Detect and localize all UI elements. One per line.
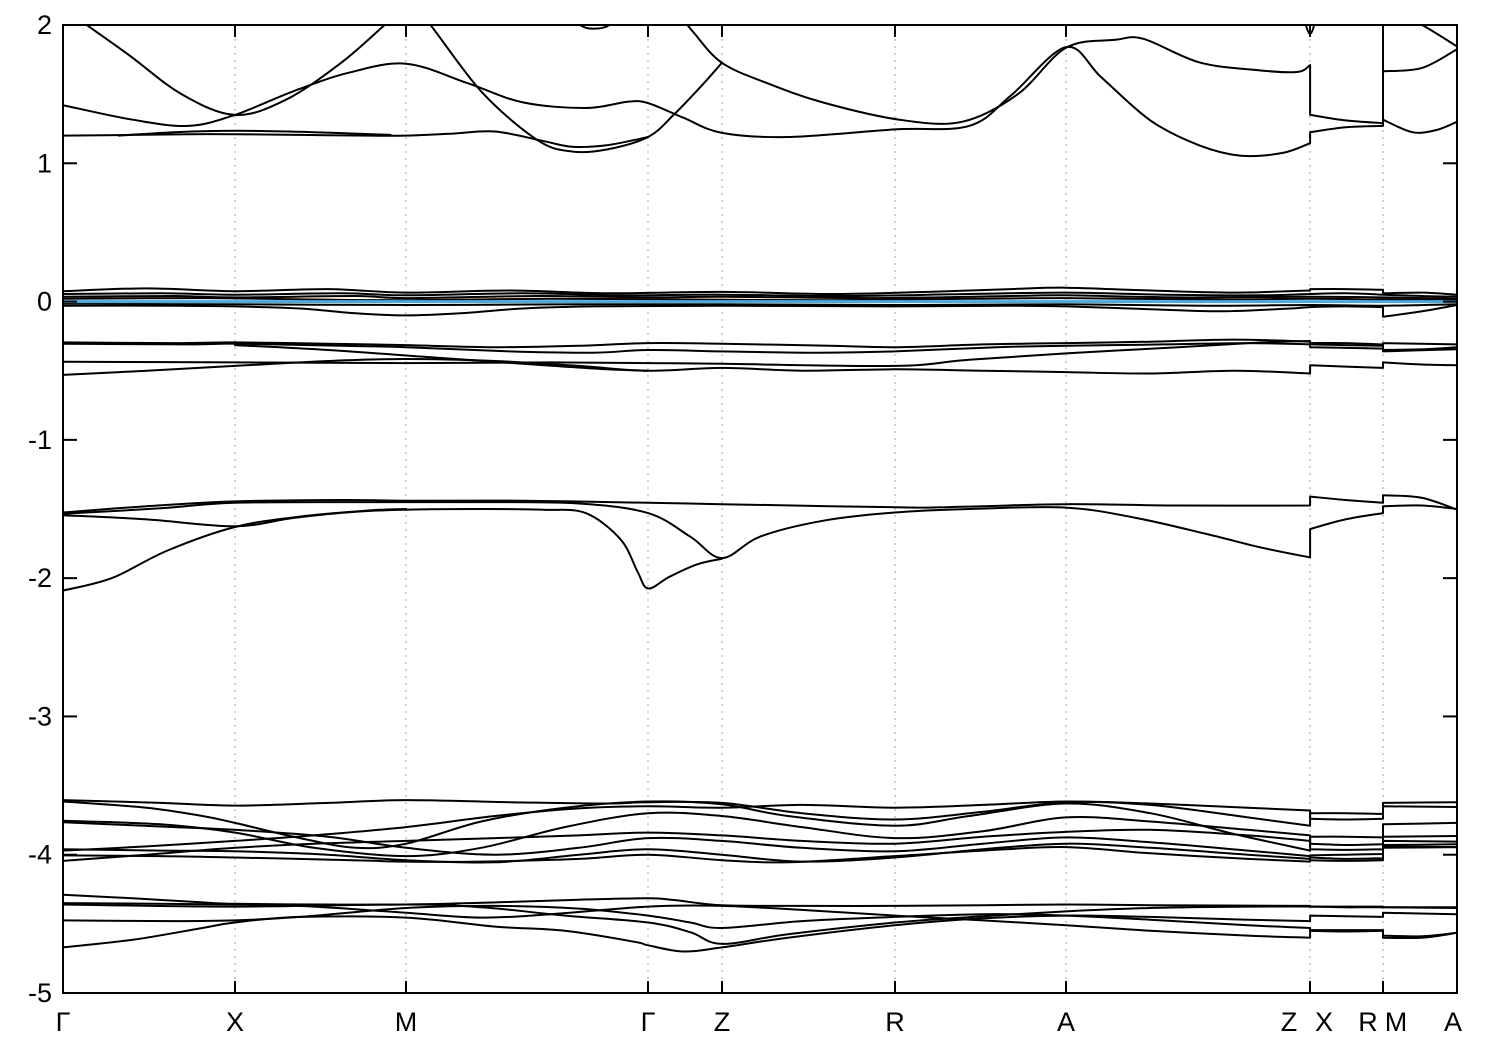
x-axis-label: X [226,1007,244,1037]
band-line-mid-3 [63,340,1457,368]
band-line-mid-5 [234,344,650,372]
band-line-cond-2 [686,25,1457,125]
y-axis-label: 1 [37,148,52,178]
y-axis-label: -1 [28,425,52,455]
band-line-mid-1 [63,338,1457,351]
x-axis-label: A [1444,1007,1462,1037]
band-line-deep1-7 [63,846,1457,864]
y-axis-label: -4 [28,840,52,870]
band-line-cond-4 [63,130,650,149]
x-axis-label: R [885,1007,905,1037]
band-line-cond-1 [84,25,723,154]
band-line-deep1-3 [63,811,1457,858]
gridlines [234,25,1384,993]
band-line-deep2-4 [63,904,1457,940]
x-axis-label: Z [1281,1007,1298,1037]
y-axis-labels: 2 1 0 -1 -2 -3 -4 -5 [28,10,52,1008]
band-line-zero-2 [63,291,1457,298]
plot-frame [62,24,1458,994]
y-axis-label: -3 [28,701,52,731]
band-line-zero-5 [63,304,1457,318]
band-lines [63,25,1457,953]
band-line-deep1-2 [63,800,1457,852]
band-line-val15-4 [63,508,408,592]
band-line-cond-5 [117,129,392,137]
y-axis-label: 0 [37,287,52,317]
band-line-val15-1 [63,494,1457,514]
band-line-zero-6 [63,302,1457,307]
x-axis-label: X [1315,1007,1333,1037]
band-line-mid-2 [63,342,1457,354]
y-axis-label: -5 [28,978,52,1008]
band-line-deep1-4 [63,821,1457,860]
plot-border [62,24,1458,994]
band-line-cond-8 [1382,48,1457,73]
band-line-zero-1 [63,286,1457,296]
x-axis-label: R [1358,1007,1378,1037]
x-axis-label: M [1385,1007,1408,1037]
band-line-val15-2 [63,500,1457,560]
x-axis-label: M [395,1007,418,1037]
x-axis-label: Γ [641,1007,656,1037]
x-axis-label: Z [714,1007,731,1037]
band-line-cond-3 [63,46,1457,158]
band-line-mid-4 [63,358,1457,376]
band-line-cond-6 [578,25,611,30]
band-line-deep1-8 [63,828,1457,862]
y-axis-label: 2 [37,10,52,40]
band-line-deep2-3 [63,903,1457,945]
band-line-val15-3 [63,508,723,590]
x-axis-label: A [1057,1007,1075,1037]
band-line-deep1-6 [63,800,1457,852]
band-line-zero-3 [63,294,1457,300]
y-axis-label: -2 [28,563,52,593]
band-line-zero-4 [63,297,1457,302]
axis-ticks [63,24,1457,994]
x-axis-label: Γ [56,1007,71,1037]
band-line-deep1-1 [63,799,1457,827]
band-line-deep2-5 [63,911,1457,953]
